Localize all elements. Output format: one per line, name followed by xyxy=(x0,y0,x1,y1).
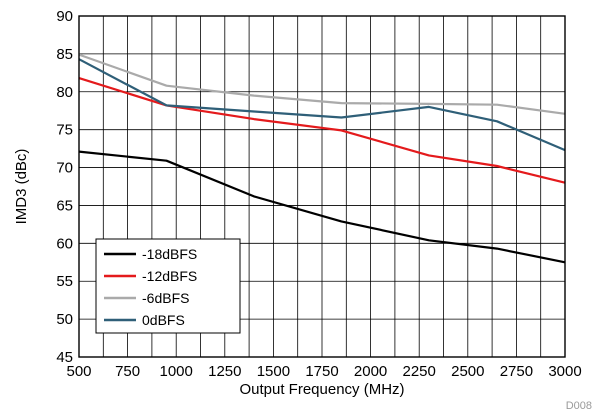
legend-label: -12dBFS xyxy=(142,268,197,284)
y-tick-label: 80 xyxy=(56,84,73,101)
x-tick-label: 3000 xyxy=(548,363,581,380)
x-tick-label: 500 xyxy=(66,363,91,380)
y-tick-label: 90 xyxy=(56,8,73,25)
y-tick-label: 45 xyxy=(56,349,73,366)
figure-id-label: D008 xyxy=(566,400,592,412)
y-tick-label: 70 xyxy=(56,160,73,177)
series-line-18dbfs xyxy=(78,150,566,264)
y-tick-label: 75 xyxy=(56,122,73,139)
series-line-6dbfs xyxy=(78,53,566,115)
x-tick-label: 1750 xyxy=(305,363,338,380)
x-tick-label: 1000 xyxy=(160,363,193,380)
plot-frame xyxy=(78,15,566,358)
x-tick-label: 1500 xyxy=(257,363,290,380)
series-line-0dbfs xyxy=(78,58,566,152)
y-tick-label: 50 xyxy=(56,311,73,328)
x-tick-label: 2500 xyxy=(451,363,484,380)
x-tick-label: 2750 xyxy=(500,363,533,380)
x-tick-label: 750 xyxy=(115,363,140,380)
y-axis-title: IMD3 (dBc) xyxy=(13,149,30,225)
legend-label: 0dBFS xyxy=(142,312,185,328)
y-tick-label: 60 xyxy=(56,235,73,252)
y-tick-label: 85 xyxy=(56,46,73,63)
legend-label: -18dBFS xyxy=(142,246,197,262)
legend-label: -6dBFS xyxy=(142,290,189,306)
y-tick-label: 65 xyxy=(56,197,73,214)
x-tick-label: 1250 xyxy=(208,363,241,380)
x-tick-label: 2000 xyxy=(354,363,387,380)
x-axis-title: Output Frequency (MHz) xyxy=(239,381,404,398)
legend-box xyxy=(95,238,241,334)
y-tick-label: 55 xyxy=(56,273,73,290)
x-tick-label: 2250 xyxy=(403,363,436,380)
